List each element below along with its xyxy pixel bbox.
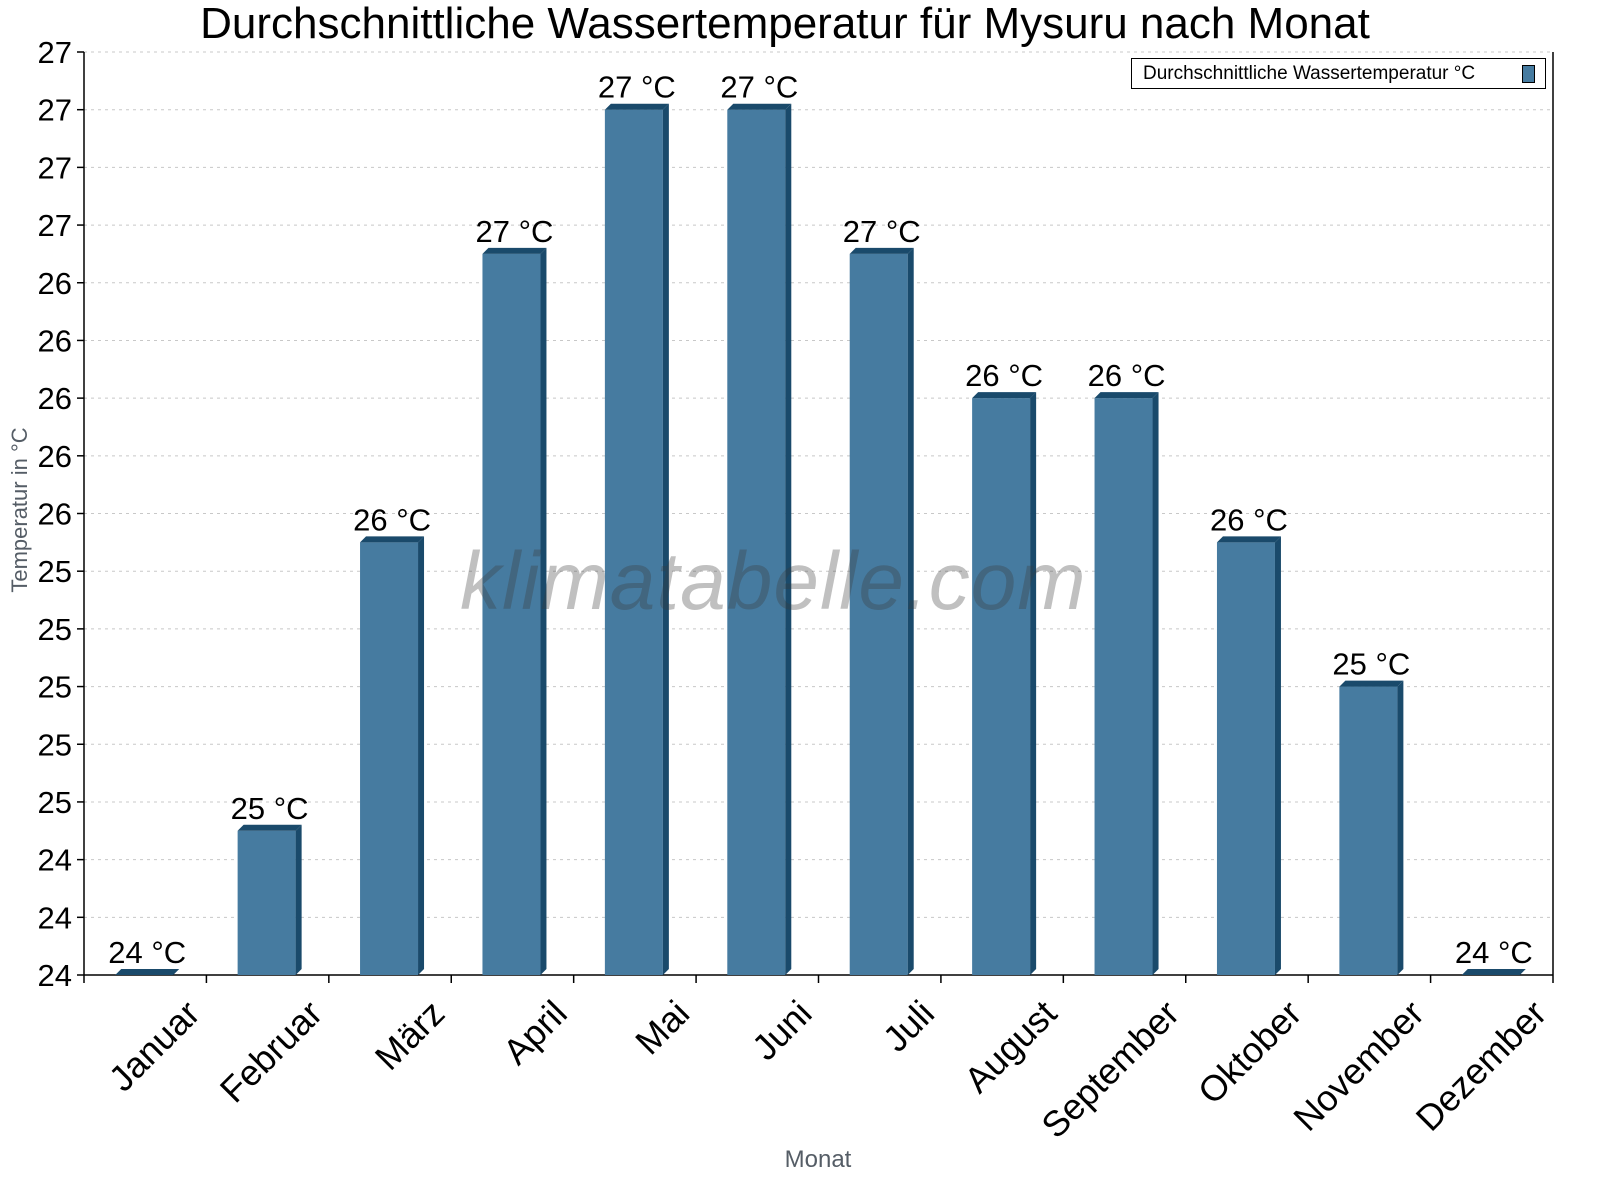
y-tick-label: 26 (38, 381, 72, 416)
data-label: 26 °C (1210, 502, 1288, 537)
y-tick-label: 27 (38, 35, 72, 70)
y-tick-label: 25 (38, 554, 72, 589)
bar (1216, 542, 1275, 975)
data-label: 25 °C (231, 791, 309, 826)
legend[interactable]: Durchschnittliche Wassertemperatur °C (1131, 58, 1546, 89)
bar-top (727, 103, 792, 110)
bar-top (360, 536, 425, 543)
bar (972, 398, 1031, 975)
y-tick-label: 26 (38, 497, 72, 532)
data-label: 25 °C (1332, 647, 1410, 682)
legend-swatch-icon (1522, 65, 1535, 83)
x-tick-label: März (367, 992, 453, 1078)
y-tick-label: 25 (38, 670, 72, 705)
x-tick-label: Mai (627, 992, 697, 1062)
x-tick-label: Februar (212, 992, 330, 1110)
y-tick-label: 27 (38, 93, 72, 128)
bar-side (785, 103, 792, 975)
bar-side (1152, 392, 1159, 975)
bar-side (295, 824, 302, 975)
bar-top (482, 247, 547, 254)
x-tick-label: November (1285, 992, 1431, 1138)
bar-top (115, 969, 180, 975)
bar (1339, 686, 1398, 975)
y-tick-label: 25 (38, 727, 72, 762)
bar (849, 253, 908, 975)
y-axis-label: Temperatur in °C (7, 427, 32, 593)
bar-top (849, 247, 914, 254)
x-tick-label: April (495, 992, 575, 1072)
bar-side (662, 103, 669, 975)
data-label: 24 °C (1455, 935, 1533, 970)
data-label: 26 °C (1088, 358, 1166, 393)
bar (237, 830, 296, 975)
bar-side (540, 247, 547, 975)
y-tick-label: 24 (38, 900, 72, 935)
x-axis-label: Monat (784, 1146, 852, 1173)
bar-side (1397, 680, 1404, 975)
y-tick-label: 24 (38, 843, 72, 878)
bar-top (972, 392, 1037, 399)
bar-top (237, 824, 302, 831)
legend-label: Durchschnittliche Wassertemperatur °C (1143, 63, 1476, 84)
data-label: 24 °C (108, 935, 186, 970)
bar (482, 253, 541, 975)
x-tick-label: Januar (101, 992, 208, 1099)
data-label: 27 °C (476, 214, 554, 249)
y-tick-label: 27 (38, 208, 72, 243)
bar (727, 109, 786, 975)
x-tick-label: Juli (875, 992, 942, 1059)
bar-top (1461, 969, 1526, 975)
chart-title: Durchschnittliche Wassertemperatur für M… (200, 0, 1370, 48)
y-tick-label: 27 (38, 150, 72, 185)
bar-top (604, 103, 669, 110)
y-tick-label: 26 (38, 323, 72, 358)
bar-side (907, 247, 914, 975)
bar (1094, 398, 1153, 975)
bar (360, 542, 419, 975)
y-tick-label: 25 (38, 612, 72, 647)
data-label: 26 °C (965, 358, 1043, 393)
bar-side (418, 536, 425, 975)
y-tick-label: 24 (38, 958, 72, 993)
bar-side (1030, 392, 1037, 975)
watermark: klimatabelle.com (460, 536, 1087, 627)
bar-top (1216, 536, 1281, 543)
bar-top (1094, 392, 1159, 399)
x-tick-label: Dezember (1408, 992, 1554, 1138)
bar-top (1339, 680, 1404, 687)
y-tick-label: 25 (38, 785, 72, 820)
data-label: 27 °C (720, 70, 798, 105)
y-tick-label: 26 (38, 439, 72, 474)
x-tick-label: August (956, 992, 1064, 1100)
x-tick-label: Juni (744, 992, 820, 1068)
x-tick-label: Oktober (1190, 992, 1310, 1112)
y-tick-label: 26 (38, 266, 72, 301)
data-label: 26 °C (353, 502, 431, 537)
bar-side (1274, 536, 1281, 975)
data-label: 27 °C (843, 214, 921, 249)
data-label: 27 °C (598, 70, 676, 105)
bar (604, 109, 663, 975)
